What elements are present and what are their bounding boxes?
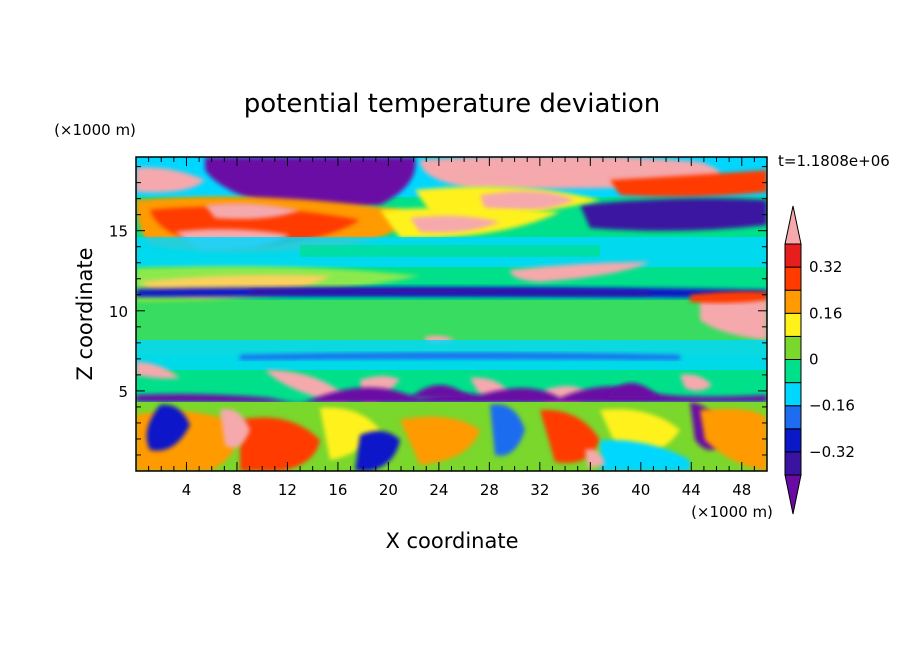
upper-pink-lens-2 bbox=[205, 203, 300, 219]
lower-cyan-1 bbox=[600, 439, 690, 471]
time-label: t=1.1808e+06 bbox=[778, 152, 890, 170]
colorbar-tick-label: −0.32 bbox=[809, 443, 855, 461]
chart-title: potential temperature deviation bbox=[244, 89, 660, 119]
lower-blue-3 bbox=[490, 404, 525, 456]
purple-bump-1 bbox=[410, 385, 470, 398]
y-tick-label: 10 bbox=[109, 303, 128, 321]
colorbar-extend-high bbox=[784, 205, 802, 245]
x-tick-label: 16 bbox=[328, 481, 347, 499]
x-tick-label: 24 bbox=[429, 481, 448, 499]
colorbar-extend-low bbox=[784, 474, 802, 515]
top-pink-mid bbox=[480, 191, 575, 212]
lower-blue-2 bbox=[355, 431, 400, 471]
x-tick-label: 32 bbox=[530, 481, 549, 499]
colorbar-box bbox=[784, 289, 802, 314]
x-tick-label: 28 bbox=[480, 481, 499, 499]
lower-orange-2 bbox=[400, 416, 480, 465]
y-tick-label: 5 bbox=[118, 383, 128, 401]
lower-red-2 bbox=[540, 409, 600, 464]
lower-yellow-1 bbox=[320, 407, 380, 460]
x-units-label: (×1000 m) bbox=[691, 503, 773, 521]
purple-bump-2 bbox=[605, 383, 660, 398]
colorbar-tick-label: 0.16 bbox=[809, 304, 842, 322]
x-tick-label: 20 bbox=[379, 481, 398, 499]
colorbar-tick-label: 0.32 bbox=[809, 258, 842, 276]
x-tick-label: 4 bbox=[182, 481, 192, 499]
lower-red-1 bbox=[240, 417, 320, 471]
upper-pink-mid bbox=[410, 215, 500, 233]
band-green-14 bbox=[300, 245, 600, 257]
colorbar-box bbox=[784, 359, 802, 384]
band-blue-dots bbox=[240, 352, 680, 360]
plume-5 bbox=[680, 374, 712, 391]
top-purple-right bbox=[580, 198, 767, 231]
top-purple-blob bbox=[205, 157, 416, 209]
colorbar-box bbox=[784, 405, 802, 430]
right-pink-lens bbox=[700, 296, 767, 340]
x-tick-label: 12 bbox=[278, 481, 297, 499]
colorbar-box bbox=[784, 382, 802, 407]
colorbar: 0.32 0.16 0 −0.16 −0.32 bbox=[784, 205, 855, 515]
contour-field bbox=[136, 157, 767, 471]
colorbar-box bbox=[784, 312, 802, 337]
colorbar-box bbox=[784, 266, 802, 291]
x-tick-label: 8 bbox=[232, 481, 242, 499]
right-red-lens bbox=[690, 291, 767, 304]
mid-pink-lens-right bbox=[510, 262, 650, 282]
colorbar-box bbox=[784, 335, 802, 360]
x-axis-title: X coordinate bbox=[385, 529, 518, 553]
x-tick-label: 44 bbox=[682, 481, 701, 499]
top-red-right bbox=[610, 170, 767, 197]
y-units-label: (×1000 m) bbox=[54, 121, 136, 139]
colorbar-box bbox=[784, 243, 802, 268]
lower-pink-1 bbox=[220, 409, 250, 448]
lower-orange-3 bbox=[700, 408, 767, 471]
plume-left bbox=[136, 362, 180, 379]
y-tick-label: 15 bbox=[109, 223, 128, 241]
colorbar-box bbox=[784, 428, 802, 453]
colorbar-box bbox=[784, 451, 802, 476]
colorbar-tick-label: 0 bbox=[809, 351, 819, 369]
top-pink-left bbox=[136, 167, 205, 193]
lower-blue-1 bbox=[146, 404, 190, 451]
x-tick-label: 40 bbox=[631, 481, 650, 499]
y-axis-title: Z coordinate bbox=[73, 247, 97, 380]
x-tick-label: 36 bbox=[581, 481, 600, 499]
y-axis: 5 10 15 bbox=[109, 166, 767, 456]
x-tick-label: 48 bbox=[732, 481, 751, 499]
band-purple-11 bbox=[250, 288, 650, 295]
x-axis: 4 8 12 16 20 24 28 32 36 40 44 48 bbox=[148, 157, 755, 499]
colorbar-tick-label: −0.16 bbox=[809, 397, 855, 415]
